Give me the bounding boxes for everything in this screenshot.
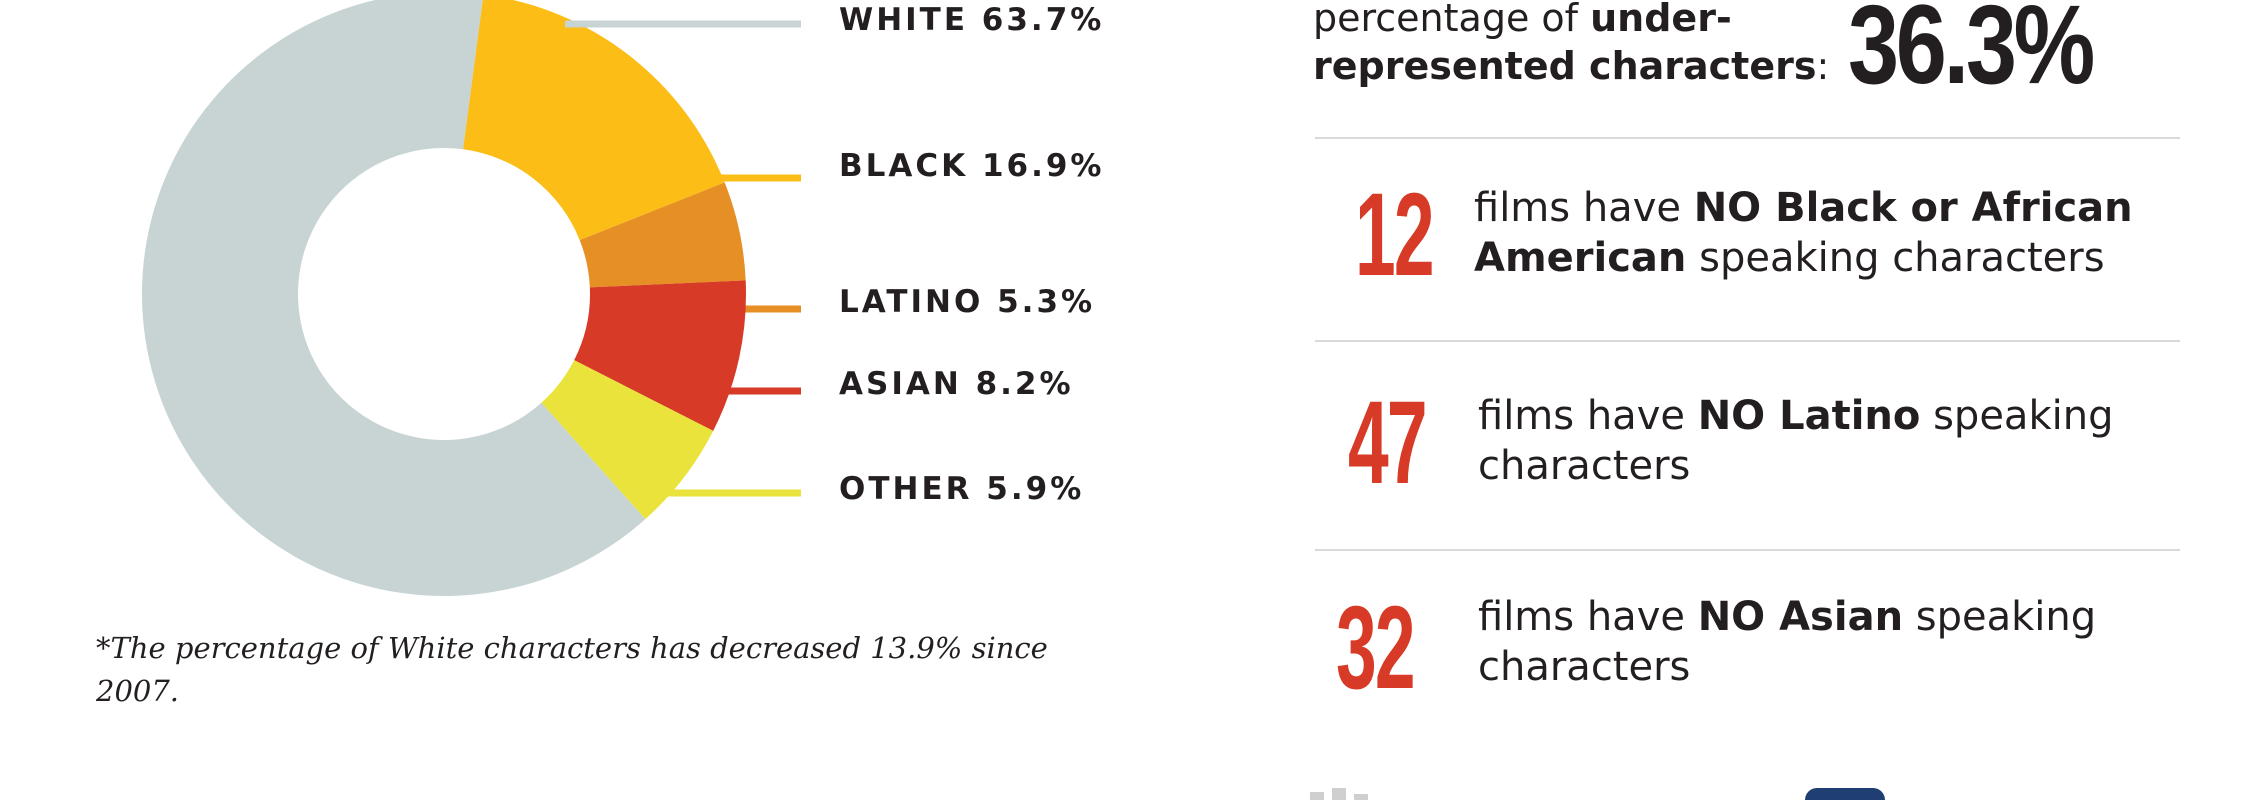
stat-text-2-post: speaking characters xyxy=(1478,393,2114,489)
donut-chart xyxy=(142,0,801,596)
donut-slice-black xyxy=(463,0,725,241)
stat-text-1: films have NO Black or African American … xyxy=(1474,183,2174,283)
legend-label-black: BLACK 16.9% xyxy=(839,148,1105,184)
stat-text-3-post: speaking characters xyxy=(1478,594,2097,690)
stat-text-3-bold: NO Asian xyxy=(1697,594,1904,640)
legend-label-latino: LATINO 5.3% xyxy=(839,284,1096,320)
top-stat-label-bold-1: under- xyxy=(1590,0,1732,40)
stat-text-2-bold: NO Latino xyxy=(1697,393,1921,439)
stat-text-2-pre: films have xyxy=(1478,393,1698,439)
stat-number-3: 32 xyxy=(1336,582,1416,714)
footnote: *The percentage of White characters has … xyxy=(96,631,1048,708)
legend-label-other: OTHER 5.9% xyxy=(839,471,1085,507)
stat-text-2: films have NO Latino speaking characters xyxy=(1478,391,2118,491)
logo-left xyxy=(1310,788,1368,800)
legend-label-asian: ASIAN 8.2% xyxy=(839,366,1074,402)
top-stat-label-plain-2: : xyxy=(1816,44,1830,88)
top-stat-label: percentage of under- represented charact… xyxy=(1313,0,1829,90)
divider-1 xyxy=(1315,137,2180,139)
donut-slice-other xyxy=(541,360,714,520)
stat-text-1-pre: films have xyxy=(1474,185,1694,231)
donut-slice-latino xyxy=(579,182,746,288)
stat-text-1-bold: NO Black or African American xyxy=(1474,185,2133,281)
stat-number-1: 12 xyxy=(1355,169,1435,301)
divider-2 xyxy=(1315,340,2180,342)
top-stat-label-plain-1: percentage of xyxy=(1313,0,1591,40)
top-stat-value: 36.3% xyxy=(1848,0,2095,107)
top-stat-label-bold-2: represented characters xyxy=(1313,44,1817,88)
divider-3 xyxy=(1315,549,2180,551)
stat-text-3-pre: films have xyxy=(1478,594,1698,640)
legend-label-white: WHITE 63.7% xyxy=(839,2,1105,38)
stat-text-3: films have NO Asian speaking characters xyxy=(1478,592,2118,692)
donut-slice-asian xyxy=(574,280,746,431)
stat-number-2: 47 xyxy=(1348,377,1428,509)
donut-slice-white xyxy=(142,0,646,596)
stat-text-1-post: speaking characters xyxy=(1686,235,2105,281)
logo-right xyxy=(1805,788,1885,800)
